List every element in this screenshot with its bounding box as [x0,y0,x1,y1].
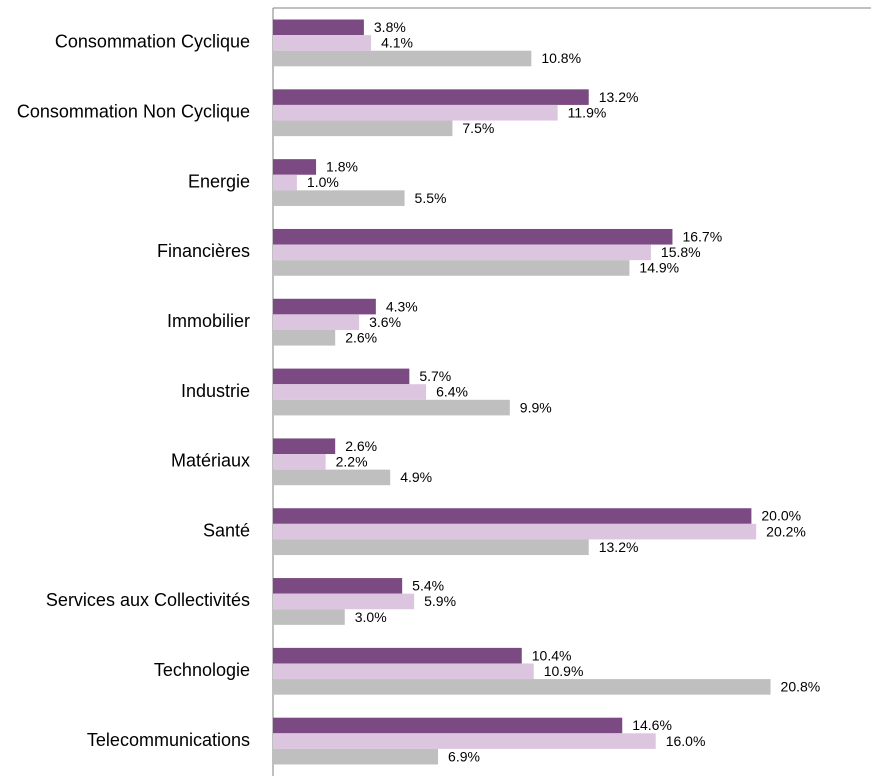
y-tick-label: Santé [203,520,250,540]
bar [273,523,757,540]
value-label: 5.4% [412,578,444,594]
y-tick-label: Technologie [154,660,250,680]
bar [273,399,510,416]
value-label: 4.1% [381,35,413,51]
value-label: 4.3% [386,298,418,314]
bar [273,329,336,346]
bar [273,717,623,734]
bar [273,244,651,261]
value-label: 14.9% [639,260,679,276]
bar [273,120,453,137]
bar [273,508,752,524]
value-label: 5.9% [424,593,456,609]
bar [273,539,589,556]
y-tick-label: Matériaux [171,451,250,471]
value-label: 20.2% [766,523,806,539]
bar [273,454,326,470]
bar [273,104,558,121]
value-label: 14.6% [632,717,672,733]
bar [273,578,403,594]
value-label: 9.9% [520,399,552,415]
value-label: 3.6% [369,314,401,330]
bar [273,384,427,400]
value-label: 5.5% [415,190,447,206]
bar [273,609,345,625]
value-label: 11.9% [568,104,607,120]
value-label: 13.2% [599,539,639,555]
value-label: 10.8% [541,50,581,66]
value-label: 16.0% [666,733,706,749]
value-label: 5.7% [419,368,451,384]
bar [273,89,589,105]
value-label: 13.2% [599,89,639,105]
bar [273,35,372,51]
value-label: 20.0% [761,508,801,524]
bar [273,368,410,385]
bar [273,50,532,67]
bar [273,174,297,191]
y-tick-label: Consommation Non Cyclique [17,101,250,121]
y-tick-label: Consommation Cyclique [55,32,250,52]
value-label: 3.0% [355,609,387,625]
bar [273,159,317,175]
value-label: 1.8% [326,159,358,175]
bar [273,469,391,486]
bar [273,190,405,206]
value-label: 7.5% [462,120,494,136]
bar [273,679,771,695]
bar [273,260,630,276]
value-label: 2.2% [336,454,368,470]
bar [273,647,522,664]
y-tick-label: Financières [157,241,250,261]
bar [273,733,656,749]
value-label: 4.9% [400,469,432,485]
bar [273,314,360,330]
y-tick-label: Energie [188,171,250,191]
y-tick-label: Industrie [181,381,250,401]
y-tick-label: Services aux Collectivités [46,590,250,610]
bar [273,298,376,315]
bar [273,663,534,680]
value-label: 10.9% [544,663,584,679]
value-label: 6.4% [436,384,468,400]
bar [273,19,364,36]
value-label: 20.8% [781,679,821,695]
value-label: 6.9% [448,748,480,764]
bar [273,593,415,610]
bar [273,748,439,765]
bar [273,438,336,455]
value-label: 16.7% [682,228,722,244]
bar [273,228,673,245]
value-label: 1.0% [307,174,339,190]
y-tick-label: Immobilier [167,311,250,331]
value-label: 2.6% [345,329,377,345]
value-label: 2.6% [345,438,377,454]
y-tick-label: Telecommunications [87,730,250,750]
value-label: 15.8% [661,244,701,260]
value-label: 3.8% [374,19,406,35]
value-label: 10.4% [532,647,572,663]
